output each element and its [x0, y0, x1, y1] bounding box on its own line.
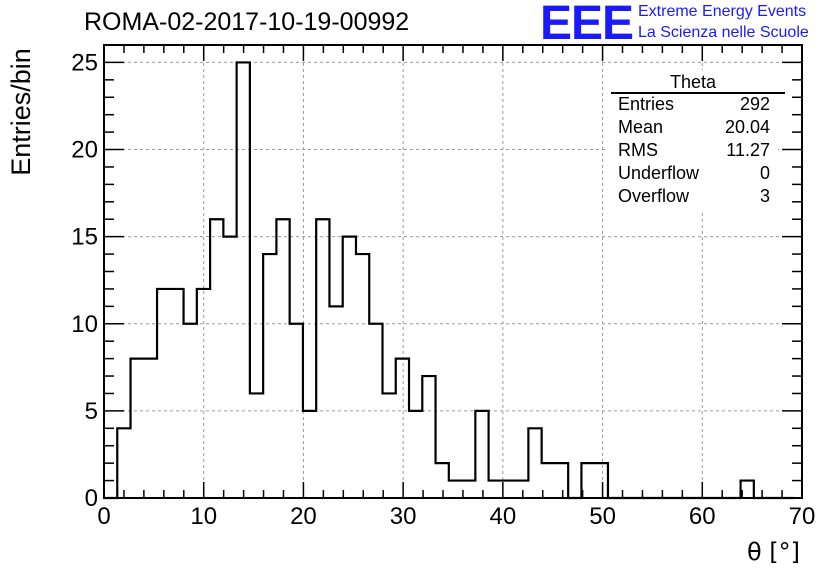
- x-tick-label: 20: [290, 503, 317, 530]
- y-tick-labels: 0 5 10 15 20 25: [71, 49, 98, 512]
- stats-label: Mean: [618, 117, 664, 137]
- stats-label: RMS: [618, 140, 658, 160]
- y-tick-label: 20: [71, 137, 98, 164]
- x-tick-label: 40: [490, 503, 517, 530]
- logo-line-1: Extreme Energy Events: [638, 3, 807, 20]
- x-tick-label: 0: [97, 503, 110, 530]
- stats-title: Theta: [669, 72, 717, 92]
- y-tick-label: 10: [71, 311, 98, 338]
- stats-value: 20.04: [724, 117, 770, 137]
- grid-lines: [104, 45, 802, 498]
- y-tick-label: 0: [85, 485, 98, 512]
- x-tick-label: 60: [689, 503, 716, 530]
- stats-value: 292: [739, 94, 770, 114]
- axis-ticks: [103, 44, 803, 499]
- y-axis-label: Entries/bin: [6, 48, 36, 176]
- y-tick-label: 15: [71, 224, 98, 251]
- x-tick-label: 30: [390, 503, 417, 530]
- logo-line-2: La Scienza nelle Scuole: [638, 24, 809, 41]
- x-tick-label: 10: [190, 503, 217, 530]
- x-tick-label: 50: [589, 503, 616, 530]
- stats-box: Theta Entries 292 Mean 20.04 RMS 11.27 U…: [608, 70, 785, 210]
- y-tick-label: 5: [85, 398, 98, 425]
- stats-label: Entries: [618, 94, 675, 114]
- stats-value: 11.27: [726, 140, 770, 160]
- stats-divider: [611, 92, 785, 94]
- x-tick-label: 70: [789, 503, 816, 530]
- x-axis-label: θ [°]: [747, 538, 800, 566]
- stats-label: Underflow: [618, 163, 700, 183]
- chart-title: ROMA-02-2017-10-19-00992: [84, 8, 410, 36]
- x-tick-labels: 0 10 20 30 40 50 60 70: [97, 503, 815, 530]
- stats-value: 0: [759, 163, 770, 183]
- stats-label: Overflow: [618, 186, 690, 206]
- eee-logo: EEE: [540, 0, 634, 50]
- stats-value: 3: [759, 186, 770, 206]
- y-tick-label: 25: [71, 49, 98, 76]
